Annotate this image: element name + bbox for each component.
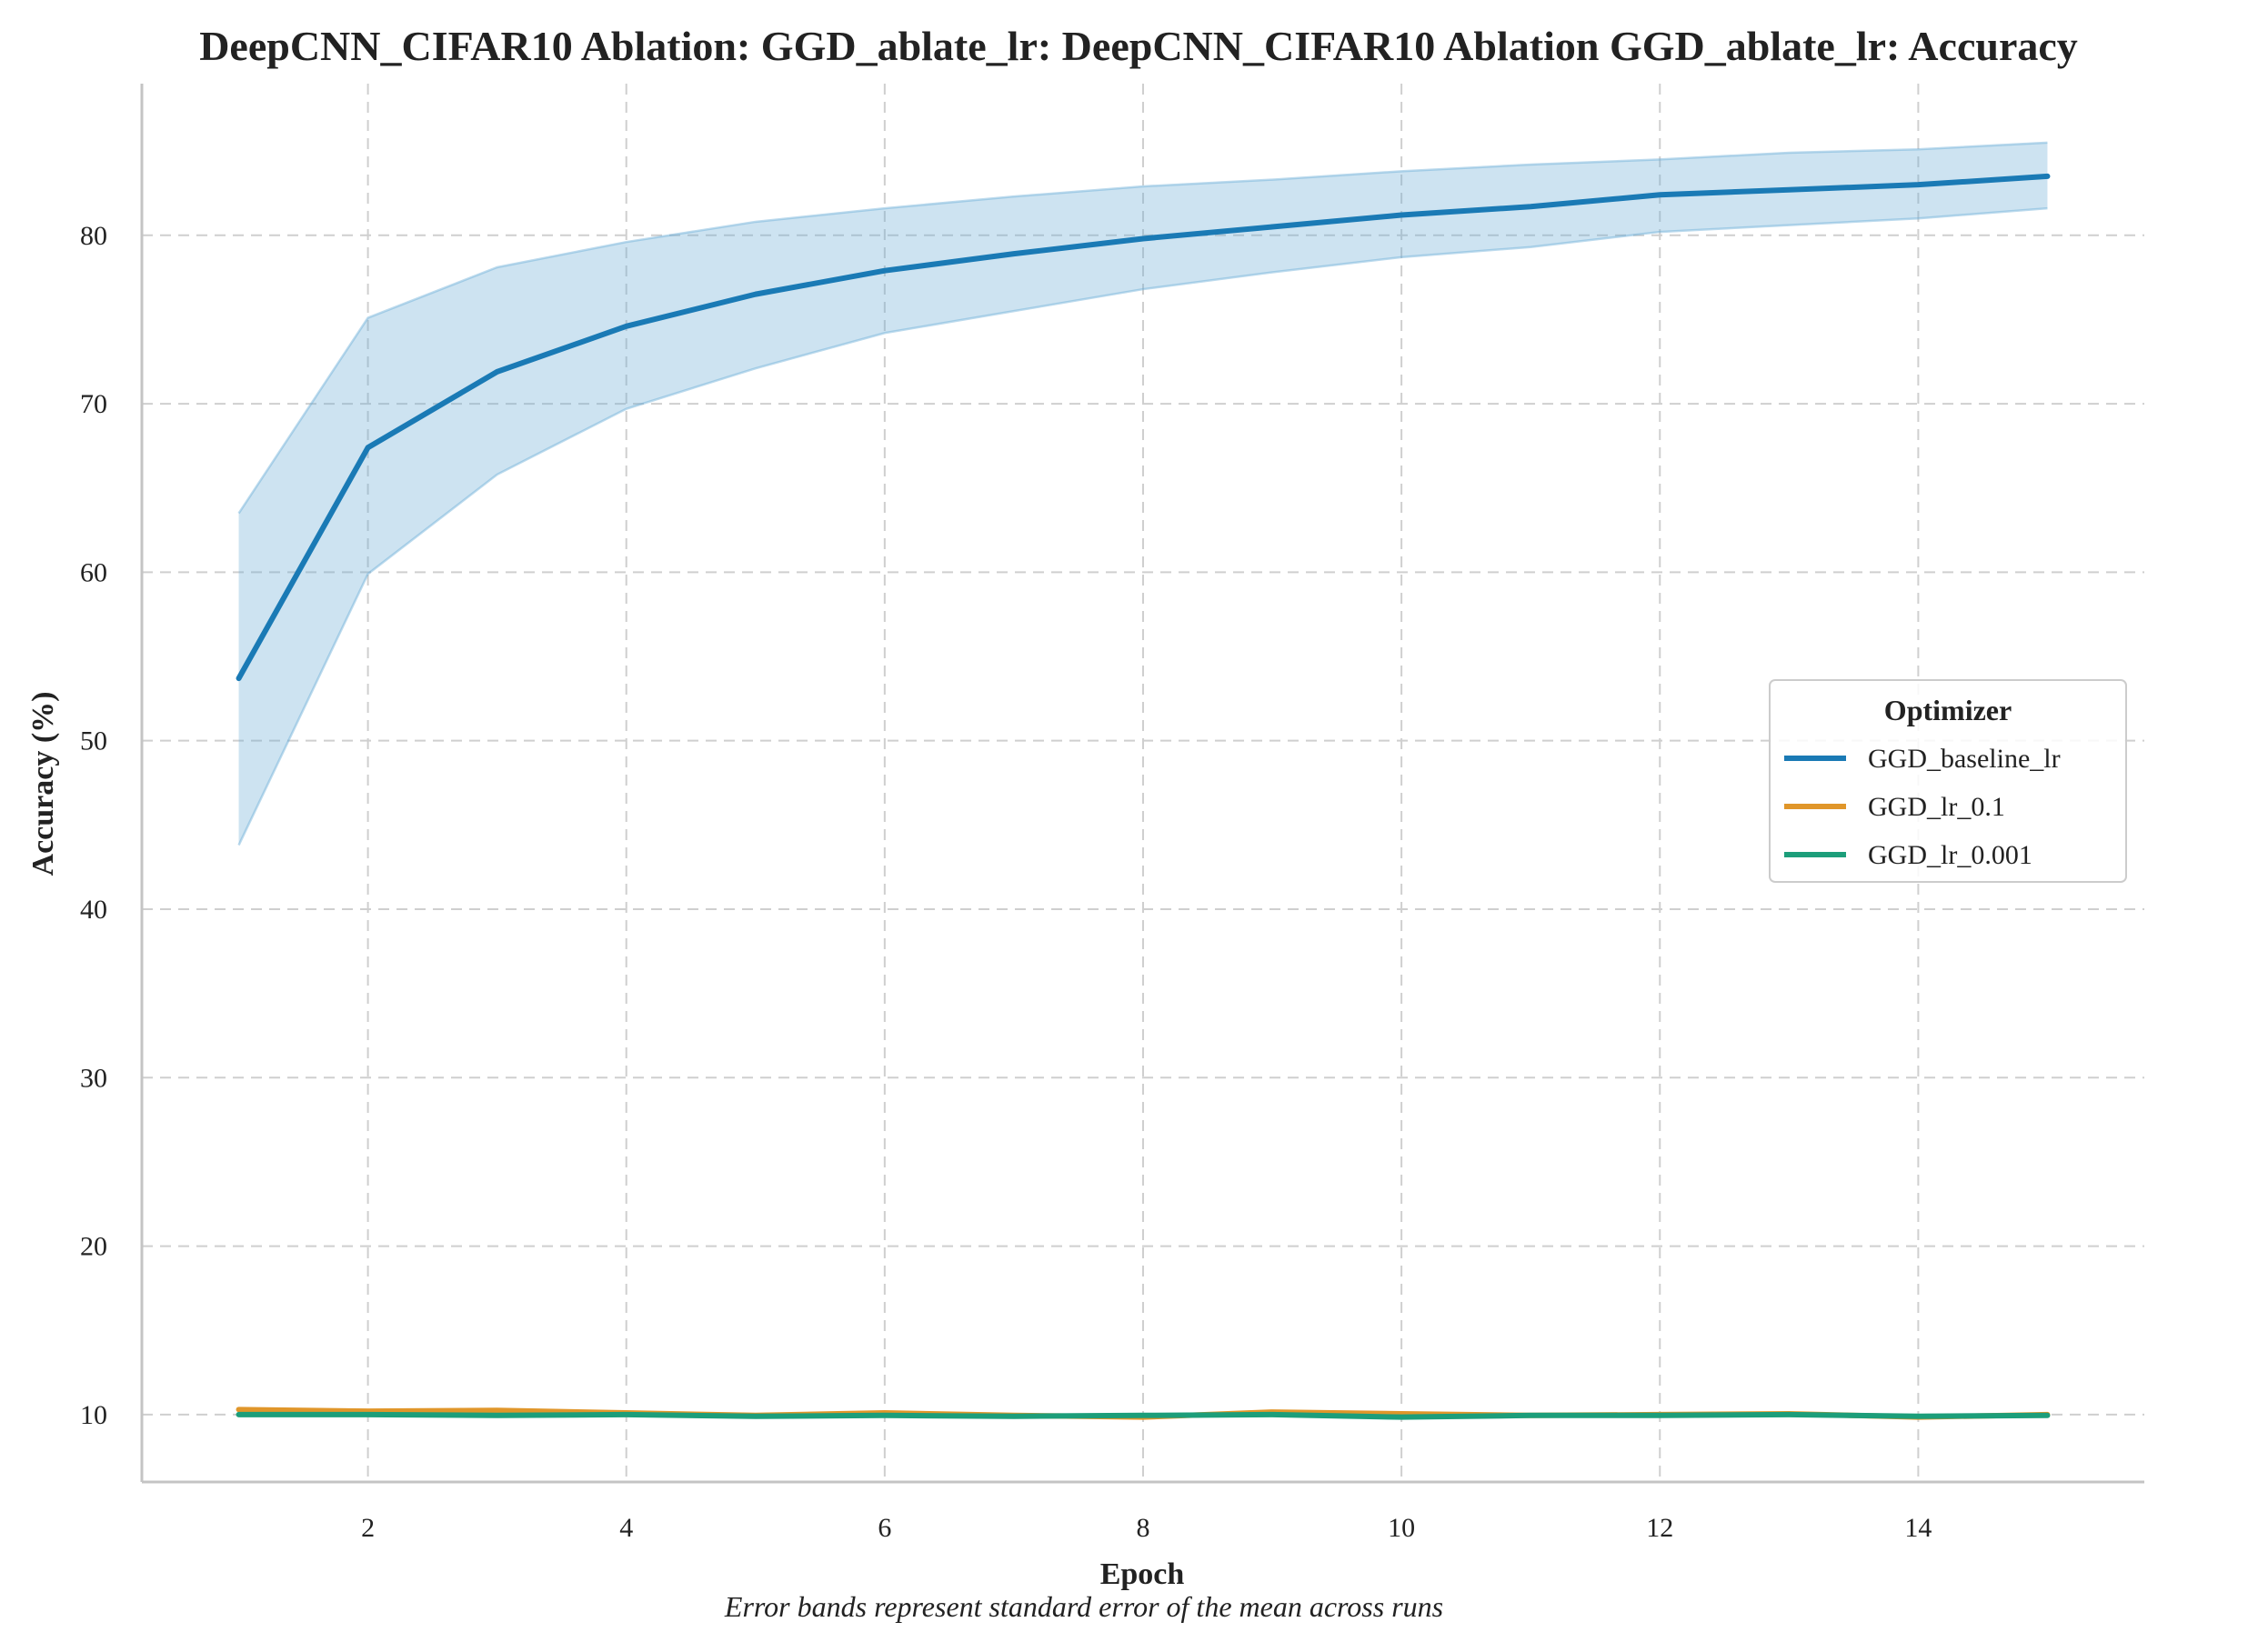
series-line-ggd-baseline-lr: [236, 173, 2051, 682]
x-tick-label: 8: [1137, 1513, 1150, 1543]
y-tick-label: 80: [80, 221, 107, 251]
error-band-ggd-baseline-lr: [238, 142, 2048, 846]
error-band-upper-edge: [237, 141, 2048, 515]
legend-frame: [1769, 679, 2127, 883]
legend-label: GGD_lr_0.1: [1868, 792, 2005, 822]
x-tick-label: 12: [1646, 1513, 1673, 1543]
legend-title: Optimizer: [1884, 694, 2012, 726]
x-tick-label: 14: [1904, 1513, 1932, 1543]
x-tick-label: 6: [878, 1513, 891, 1543]
error-band-lower-edge: [237, 206, 2048, 846]
y-tick-label: 50: [80, 726, 107, 756]
y-tick-label: 20: [80, 1232, 107, 1262]
y-tick-label: 40: [80, 895, 107, 925]
y-tick-label: 10: [80, 1400, 107, 1430]
y-tick-label: 60: [80, 557, 107, 587]
chart-title: DeepCNN_CIFAR10 Ablation: GGD_ablate_lr:…: [199, 23, 2078, 69]
x-axis-label: Epoch: [1100, 1557, 1185, 1591]
y-axis-label: Accuracy (%): [26, 692, 60, 876]
legend-label: GGD_baseline_lr: [1868, 744, 2061, 774]
y-tick-labels: 10 20 30 40 50 60 70 80: [80, 221, 107, 1430]
x-tick-label: 2: [361, 1513, 375, 1543]
chart-caption: Error bands represent standard error of …: [724, 1590, 1443, 1623]
x-tick-label: 10: [1388, 1513, 1415, 1543]
y-tick-label: 30: [80, 1063, 107, 1093]
y-tick-label: 70: [80, 389, 107, 419]
series-line-ggd-lr-0-001: [236, 1411, 2051, 1420]
legend: Optimizer GGD_baseline_lr GGD_lr_0.1 GGD_l…: [1769, 679, 2127, 883]
error-bands: [237, 141, 2048, 846]
legend-label: GGD_lr_0.001: [1868, 840, 2032, 870]
series-lines: [236, 173, 2051, 1420]
x-tick-labels: 2 4 6 8 10 12 14: [361, 1513, 1932, 1543]
x-tick-label: 4: [619, 1513, 633, 1543]
legend-items: GGD_baseline_lr GGD_lr_0.1 GGD_lr_0.001: [1784, 744, 2061, 870]
